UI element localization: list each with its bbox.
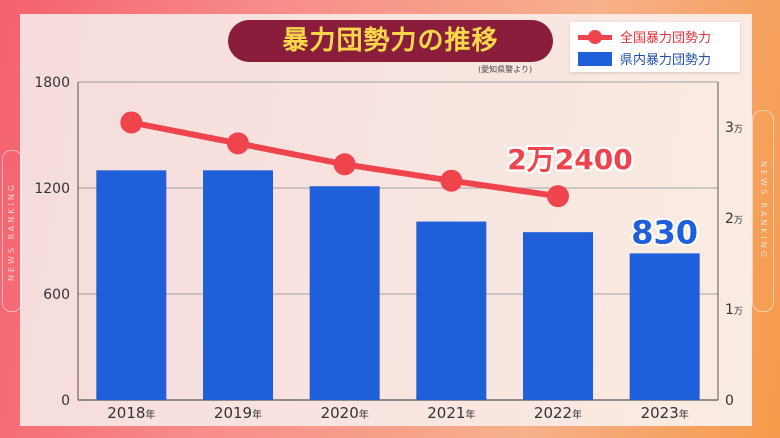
bar <box>523 232 593 400</box>
line-point <box>227 132 249 155</box>
line-data-label: 2万2400 <box>507 143 633 176</box>
line-point <box>440 169 463 192</box>
legend-line-marker-icon <box>578 29 612 44</box>
chart-title: 暴力団勢力の推移 <box>228 20 553 62</box>
line-point <box>120 111 143 134</box>
left-tick-label: 1200 <box>34 181 70 197</box>
right-tick-label: 0 <box>725 393 734 409</box>
bar <box>629 253 700 400</box>
x-tick-label: 2022年 <box>534 404 582 422</box>
source-note: (愛知県警より) <box>478 65 533 74</box>
x-tick-label: 2023年 <box>641 404 689 422</box>
right-tick-label: 3万 <box>725 120 743 136</box>
left-tick-label: 0 <box>61 393 70 409</box>
x-tick-label: 2020年 <box>321 404 369 422</box>
line-point <box>547 185 569 208</box>
bar <box>96 170 167 400</box>
x-tick-label: 2021年 <box>427 404 475 422</box>
bar <box>309 186 380 400</box>
bar-data-label: 830 <box>631 213 698 251</box>
right-tick-label: 2万 <box>725 211 743 227</box>
bar <box>416 221 487 400</box>
legend-item-national: 全国暴力団勢力 <box>578 27 711 46</box>
legend-label: 全国暴力団勢力 <box>620 31 712 46</box>
bar <box>203 170 273 400</box>
left-tick-label: 1800 <box>34 75 70 91</box>
side-watermark-right: NEWS RANKING <box>752 110 774 312</box>
x-tick-label: 2019年 <box>214 404 262 422</box>
left-tick-label: 600 <box>43 287 70 303</box>
x-tick-label: 2018年 <box>107 404 155 422</box>
legend-item-prefecture: 県内暴力団勢力 <box>578 49 711 68</box>
legend-bar-swatch-icon <box>578 51 612 66</box>
legend: 全国暴力団勢力 県内暴力団勢力 <box>570 22 740 72</box>
legend-label: 県内暴力団勢力 <box>620 53 712 68</box>
line-point <box>333 153 356 176</box>
right-tick-label: 1万 <box>725 302 743 318</box>
